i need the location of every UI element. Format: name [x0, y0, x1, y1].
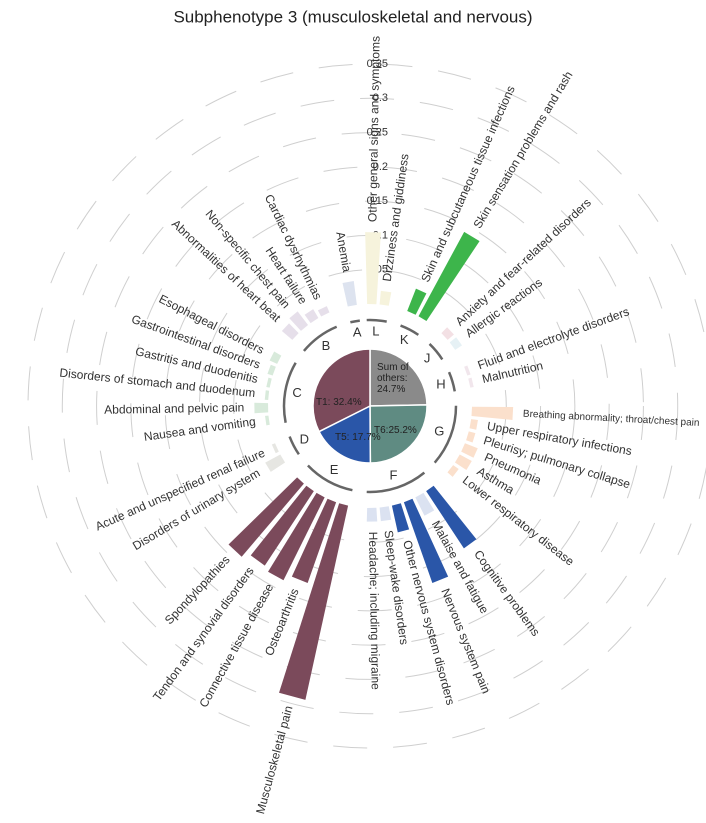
group-arc — [302, 325, 338, 352]
bar — [281, 323, 299, 340]
group-arc — [366, 471, 426, 494]
bar — [268, 492, 325, 581]
group-label: D — [300, 432, 309, 447]
group-arc — [366, 318, 387, 323]
category-label: Anxiety and fear-related disorders — [453, 195, 594, 328]
grid-ring — [61, 97, 679, 715]
bar — [250, 485, 314, 566]
bar — [317, 306, 330, 317]
bar — [461, 443, 478, 458]
group-label: H — [436, 376, 445, 391]
group-label: F — [390, 468, 398, 483]
bar — [269, 351, 282, 364]
group-label: G — [434, 423, 444, 438]
bar — [407, 288, 427, 315]
bar — [466, 431, 476, 443]
pie-slice — [318, 404, 372, 464]
pie-label: T5: 17.7% — [335, 432, 381, 443]
r-tick-label: 0.3 — [373, 92, 388, 104]
bar — [228, 477, 304, 557]
group-label: C — [292, 385, 301, 400]
bar — [418, 231, 480, 322]
group-label: B — [322, 338, 331, 353]
bar — [265, 415, 270, 426]
category-label: Headache; including migraine — [366, 532, 383, 691]
bar — [304, 309, 319, 324]
group-arc — [307, 464, 353, 492]
group-arc — [288, 436, 300, 456]
chart-title: Subphenotype 3 (musculoskeletal and nerv… — [173, 7, 532, 26]
category-label: Breathing abnormality; throat/chest pain — [523, 409, 700, 429]
group-label: J — [424, 350, 431, 365]
r-tick-label: 0.2 — [373, 161, 388, 173]
bar — [279, 503, 349, 700]
bar — [447, 465, 459, 477]
bar — [379, 506, 392, 522]
category-label: Abdominal and pelvic pain — [104, 400, 244, 416]
pie-slice — [369, 404, 428, 464]
bar — [379, 290, 392, 306]
group-label: E — [330, 462, 339, 477]
pie-slice — [312, 348, 371, 433]
bar — [403, 498, 449, 584]
category-label: Musculoskeletal pain — [253, 704, 295, 815]
bar — [449, 337, 463, 350]
bar — [291, 498, 337, 584]
group-arc — [447, 371, 456, 392]
category-label: Anemia — [333, 231, 354, 274]
bar — [342, 281, 357, 307]
bar — [265, 454, 286, 472]
r-tick-label: 0.15 — [367, 195, 388, 207]
bar — [289, 311, 309, 331]
bar — [454, 454, 472, 471]
r-tick-label: 0.35 — [367, 58, 388, 70]
group-arc — [400, 324, 420, 336]
category-label: Other general signs and symptoms — [365, 36, 382, 222]
group-arc — [282, 362, 297, 423]
bar — [391, 503, 410, 533]
bar — [365, 232, 381, 305]
bar — [471, 406, 514, 420]
pie-label: Sum of others: 24.7% — [377, 362, 409, 395]
bar — [469, 419, 478, 430]
bar — [415, 492, 435, 516]
pie-label: T6:25.2% — [374, 425, 417, 436]
bar — [264, 390, 270, 400]
bar — [441, 327, 454, 340]
bar — [366, 507, 378, 522]
group-arc — [350, 319, 360, 324]
bar — [266, 377, 272, 388]
group-arc — [433, 405, 458, 464]
bar — [267, 364, 276, 376]
grid-ring — [130, 166, 610, 646]
group-label: A — [353, 325, 362, 340]
bar — [271, 443, 279, 454]
group-label: K — [400, 332, 409, 347]
category-label: Nausea and vomiting — [143, 414, 257, 444]
bar — [464, 365, 471, 376]
grid-ring — [164, 200, 576, 612]
bar — [254, 402, 269, 414]
pie-label: T1: 32.4% — [316, 397, 362, 408]
bar — [468, 377, 474, 388]
r-tick-label: 0.25 — [367, 126, 388, 138]
group-label: L — [372, 324, 379, 339]
grid-ring — [233, 269, 507, 543]
group-arc — [428, 343, 444, 361]
grid-ring — [96, 132, 644, 680]
bar — [426, 485, 477, 549]
pie-slice — [369, 348, 428, 407]
